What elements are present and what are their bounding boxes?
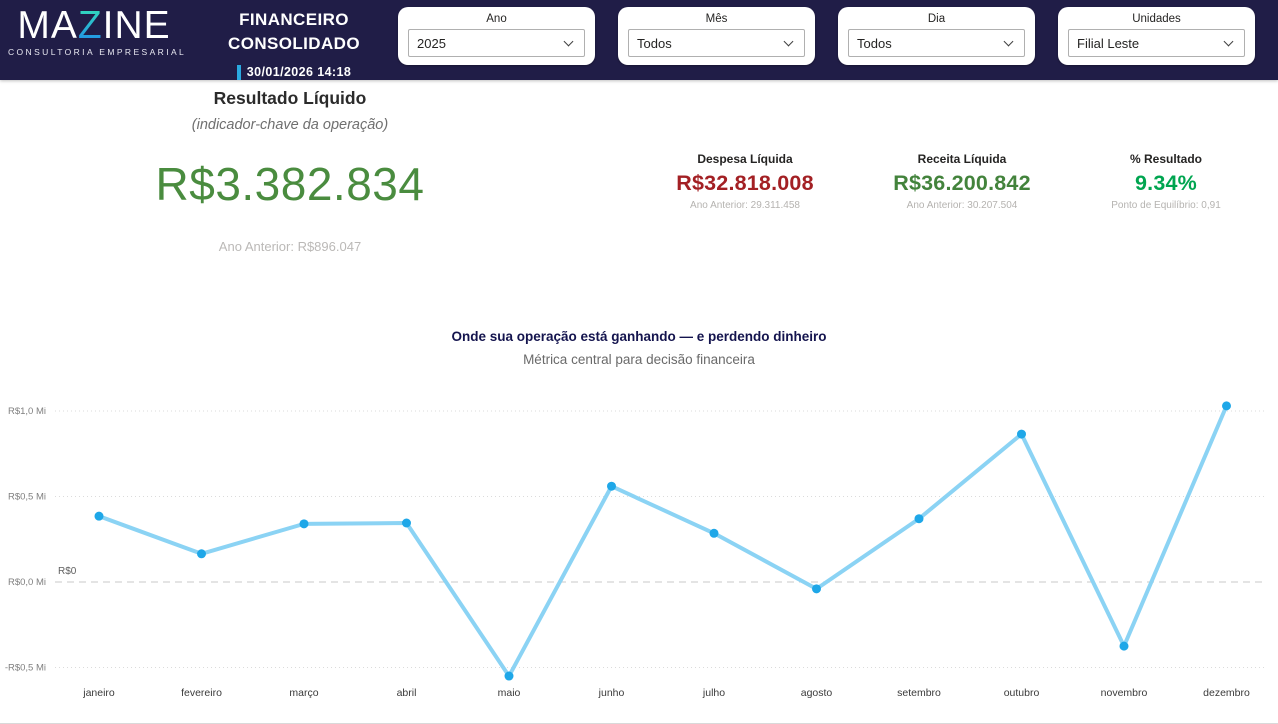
kpi-main-value: R$3.382.834 bbox=[155, 158, 425, 210]
report-timestamp: 30/01/2026 14:18 bbox=[178, 60, 410, 84]
report-title: FINANCEIRO CONSOLIDADO 30/01/2026 14:18 bbox=[178, 8, 410, 84]
chart-subtitle: Métrica central para decisão financeira bbox=[523, 352, 755, 367]
data-point-maio[interactable] bbox=[504, 671, 514, 681]
filter-card-ano: Ano 2025 bbox=[398, 7, 595, 65]
chevron-down-icon bbox=[563, 36, 574, 46]
kpi-resultado-liquido: Resultado Líquido (indicador-chave da op… bbox=[60, 88, 520, 254]
kpi-receita-value: R$36.200.842 bbox=[893, 171, 1031, 195]
filter-label-ano: Ano bbox=[486, 13, 507, 25]
monthly-result-line-chart[interactable]: R$1,0 Mi R$0,5 Mi R$0,0 Mi -R$0,5 Mi R$0 jane… bbox=[0, 385, 1278, 715]
logo-wordmark: MAZINE bbox=[8, 2, 180, 50]
logo-text-pre: MA bbox=[17, 4, 78, 47]
chevron-down-icon bbox=[1223, 36, 1234, 46]
data-point-janeiro[interactable] bbox=[94, 511, 104, 521]
x-axis-month-label: outubro bbox=[1004, 687, 1040, 699]
y-axis-tick-label: R$1,0 Mi bbox=[8, 406, 46, 417]
ano-dropdown-value: 2025 bbox=[417, 35, 446, 51]
kpi-percent-value: 9.34% bbox=[1135, 171, 1197, 195]
zero-line-label: R$0 bbox=[58, 566, 77, 577]
logo-tagline: CONSULTORIA EMPRESARIAL bbox=[8, 47, 187, 57]
data-point-setembro[interactable] bbox=[914, 514, 924, 524]
kpi-main-title: Resultado Líquido bbox=[213, 88, 367, 108]
filter-label-mes: Mês bbox=[705, 13, 728, 25]
x-axis-month-label: fevereiro bbox=[181, 687, 222, 699]
filter-card-mes: Mês Todos bbox=[618, 7, 815, 65]
filter-bar: Ano 2025 Mês Todos Dia Todos Unidades Fi… bbox=[398, 7, 1255, 65]
dia-dropdown[interactable]: Todos bbox=[848, 29, 1025, 57]
result-line bbox=[97, 403, 1229, 679]
filter-card-unidades: Unidades Filial Leste bbox=[1058, 7, 1255, 65]
report-title-line1: FINANCEIRO bbox=[239, 10, 349, 29]
chart-title: Onde sua operação está ganhando — e perd… bbox=[451, 329, 827, 344]
data-point-novembro[interactable] bbox=[1119, 641, 1129, 651]
data-point-março[interactable] bbox=[299, 519, 309, 529]
data-point-agosto[interactable] bbox=[812, 584, 821, 594]
company-logo: MAZINE CONSULTORIA EMPRESARIAL bbox=[8, 2, 187, 57]
x-axis-month-label: março bbox=[289, 687, 318, 699]
kpi-despesa-value: R$32.818.008 bbox=[676, 171, 814, 195]
unidades-dropdown-value: Filial Leste bbox=[1077, 35, 1140, 51]
kpi-percent-equilibrio: Ponto de Equilíbrio: 0,91 bbox=[1111, 200, 1221, 211]
timestamp-accent-bar bbox=[236, 64, 241, 80]
kpi-receita-previous-year: Ano Anterior: 30.207.504 bbox=[906, 200, 1018, 211]
x-axis-month-label: novembro bbox=[1101, 687, 1148, 699]
kpi-main-previous-year: Ano Anterior: R$896.047 bbox=[218, 239, 362, 254]
x-axis-month-label: setembro bbox=[897, 687, 941, 699]
kpi-despesa-label: Despesa Líquida bbox=[697, 152, 793, 166]
logo-text-post: INE bbox=[102, 4, 171, 47]
filter-label-unidades: Unidades bbox=[1132, 13, 1181, 25]
report-title-line2: CONSOLIDADO bbox=[228, 34, 360, 53]
y-axis-tick-label: -R$0,5 Mi bbox=[5, 663, 46, 674]
data-point-outubro[interactable] bbox=[1017, 429, 1026, 439]
x-axis-month-label: janeiro bbox=[82, 687, 115, 699]
chevron-down-icon bbox=[1003, 36, 1014, 46]
data-point-abril[interactable] bbox=[402, 518, 411, 528]
filter-card-dia: Dia Todos bbox=[838, 7, 1035, 65]
kpi-percent-label: % Resultado bbox=[1129, 152, 1202, 166]
chevron-down-icon bbox=[783, 36, 794, 46]
kpi-receita-liquida: Receita Líquida R$36.200.842 Ano Anterio… bbox=[857, 152, 1067, 211]
mes-dropdown[interactable]: Todos bbox=[628, 29, 805, 57]
unidades-dropdown[interactable]: Filial Leste bbox=[1068, 29, 1245, 57]
x-axis-month-label: agosto bbox=[801, 687, 833, 699]
x-axis-month-label: maio bbox=[498, 687, 521, 699]
data-point-julho[interactable] bbox=[709, 528, 719, 538]
kpi-percent-resultado: % Resultado 9.34% Ponto de Equilíbrio: 0… bbox=[1061, 152, 1271, 211]
mes-dropdown-value: Todos bbox=[637, 35, 672, 51]
kpi-main-subtitle: (indicador-chave da operação) bbox=[191, 117, 389, 133]
logo-accent-letter: Z bbox=[77, 4, 103, 47]
kpi-receita-label: Receita Líquida bbox=[917, 152, 1007, 166]
y-axis-tick-label: R$0,0 Mi bbox=[8, 577, 46, 588]
dia-dropdown-value: Todos bbox=[857, 35, 892, 51]
timestamp-text: 30/01/2026 14:18 bbox=[246, 65, 352, 79]
kpi-despesa-liquida: Despesa Líquida R$32.818.008 Ano Anterio… bbox=[640, 152, 850, 211]
x-axis-month-label: julho bbox=[702, 687, 725, 699]
data-point-fevereiro[interactable] bbox=[197, 549, 206, 559]
x-axis-month-label: junho bbox=[598, 687, 625, 699]
data-point-dezembro[interactable] bbox=[1222, 401, 1231, 411]
y-axis-tick-label: R$0,5 Mi bbox=[8, 492, 46, 503]
data-point-junho[interactable] bbox=[607, 481, 616, 491]
ano-dropdown[interactable]: 2025 bbox=[408, 29, 585, 57]
header-bar: MAZINE CONSULTORIA EMPRESARIAL FINANCEIR… bbox=[0, 0, 1278, 80]
kpi-despesa-previous-year: Ano Anterior: 29.311.458 bbox=[690, 200, 800, 211]
x-axis-month-label: dezembro bbox=[1203, 687, 1250, 699]
x-axis-month-label: abril bbox=[397, 687, 417, 699]
filter-label-dia: Dia bbox=[927, 13, 946, 25]
